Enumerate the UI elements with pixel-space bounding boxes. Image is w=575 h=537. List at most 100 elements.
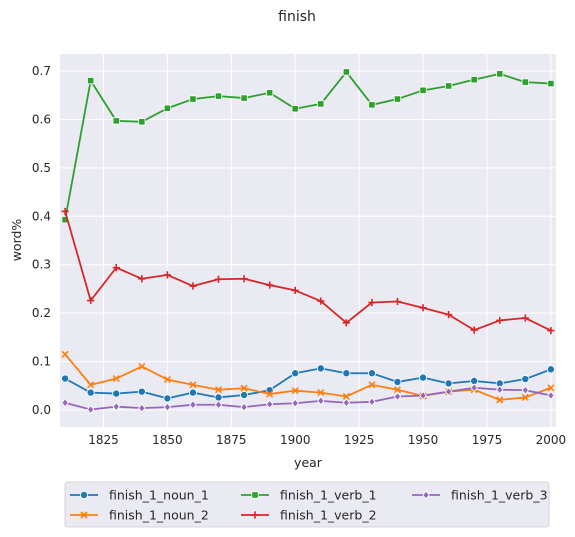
data-point (367, 369, 376, 378)
data-point (265, 399, 274, 409)
y-tick-labels: 0.0 0.1 0.2 0.3 0.4 0.5 0.6 0.7 (32, 64, 51, 417)
x-tick-label: 1825 (88, 433, 119, 447)
x-tick-label: 1900 (280, 433, 311, 447)
data-point (214, 92, 223, 100)
y-tick-label: 0.6 (32, 112, 51, 126)
x-axis-label: year (294, 455, 323, 470)
data-point (61, 398, 69, 408)
legend-label: finish_1_noun_1 (109, 488, 209, 503)
data-point (112, 389, 121, 398)
data-point (240, 391, 249, 400)
data-point (61, 374, 70, 383)
data-point (521, 78, 529, 86)
data-point (291, 286, 299, 294)
data-point (521, 375, 530, 384)
series-line (64, 367, 552, 400)
data-point (86, 388, 95, 397)
data-point (291, 398, 299, 408)
data-point (138, 403, 146, 413)
data-point (521, 385, 530, 395)
legend-marker (422, 490, 430, 500)
data-point (547, 79, 555, 88)
data-point (393, 386, 402, 394)
data-point (188, 388, 197, 397)
y-tick-label: 0.1 (32, 355, 51, 369)
data-point (266, 390, 274, 398)
data-point (214, 400, 223, 410)
x-tick-label: 1950 (408, 433, 439, 447)
data-point (317, 396, 325, 406)
data-point (342, 398, 351, 408)
data-point (316, 364, 325, 373)
data-point (496, 396, 504, 404)
data-point (163, 375, 171, 384)
data-point (189, 282, 197, 290)
legend-label: finish_1_verb_3 (451, 488, 548, 503)
y-tick-label: 0.3 (32, 258, 51, 272)
x-tick-label: 1975 (472, 433, 503, 447)
data-point (138, 275, 146, 283)
data-point (342, 68, 350, 76)
legend-label: finish_1_verb_2 (280, 508, 377, 523)
legend-item: finish_1_verb_2 (241, 508, 377, 523)
series-line (64, 386, 552, 411)
y-tick-label: 0.4 (32, 209, 51, 223)
legend-item: finish_1_verb_1 (241, 488, 377, 503)
data-point (87, 77, 95, 85)
data-point (61, 207, 69, 216)
data-point (444, 387, 453, 397)
data-point (470, 383, 478, 393)
data-point (521, 314, 529, 322)
series-layer (61, 68, 555, 414)
data-point (240, 94, 248, 102)
data-point (291, 369, 300, 378)
x-tick-label: 1875 (216, 433, 247, 447)
data-point (419, 304, 427, 312)
data-point (419, 373, 428, 382)
data-point (317, 389, 325, 397)
data-point (138, 362, 146, 371)
series-line (64, 211, 552, 332)
data-point (342, 392, 350, 401)
data-point (214, 386, 223, 394)
data-point (266, 89, 274, 97)
data-point (547, 391, 555, 400)
data-point (393, 95, 402, 103)
data-point (189, 381, 197, 389)
data-point (496, 385, 504, 395)
data-point (368, 381, 376, 389)
legend-label: finish_1_noun_2 (109, 508, 209, 523)
x-tick-label: 1850 (152, 433, 183, 447)
x-tick-label: 1925 (344, 433, 375, 447)
data-point (112, 264, 120, 272)
data-point (266, 281, 274, 289)
series-finish_1_verb_2 (61, 207, 555, 335)
data-point (521, 393, 529, 402)
data-point (419, 86, 427, 94)
data-point (445, 311, 453, 319)
data-point (163, 271, 171, 279)
legend-label: finish_1_verb_1 (280, 488, 377, 503)
data-point (240, 402, 248, 412)
series-finish_1_noun_1 (61, 364, 555, 403)
data-point (342, 319, 350, 327)
data-point (496, 316, 504, 325)
data-point (444, 379, 453, 388)
series-finish_1_verb_1 (61, 68, 555, 224)
data-point (189, 95, 197, 103)
legend-item: finish_1_noun_1 (70, 488, 209, 503)
data-point (546, 365, 555, 374)
data-point (342, 369, 351, 378)
data-point (393, 297, 402, 306)
y-tick-label: 0.5 (32, 161, 51, 175)
data-point (470, 76, 478, 84)
data-point (214, 275, 223, 283)
series-finish_1_noun_2 (61, 350, 555, 404)
data-point (112, 402, 120, 412)
data-point (547, 327, 555, 335)
data-point (87, 381, 95, 389)
data-point (163, 104, 171, 112)
data-point (317, 297, 325, 305)
data-point (86, 405, 95, 414)
